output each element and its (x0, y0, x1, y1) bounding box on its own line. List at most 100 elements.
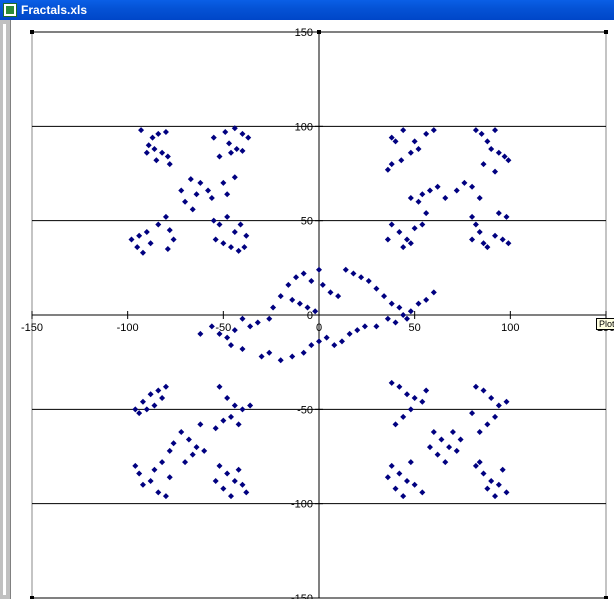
data-point (132, 406, 139, 413)
data-point (151, 145, 158, 152)
data-point (407, 149, 414, 156)
data-point (197, 179, 204, 186)
data-point (492, 493, 499, 500)
selection-handle (604, 596, 608, 599)
data-point (300, 349, 307, 356)
data-point (411, 395, 418, 402)
data-point (189, 206, 196, 213)
data-point (285, 281, 292, 288)
data-point (237, 221, 244, 228)
data-point (488, 395, 495, 402)
data-point (155, 489, 162, 496)
data-point (415, 198, 422, 205)
data-point (166, 161, 173, 168)
data-point (492, 413, 499, 420)
data-point (266, 349, 273, 356)
data-point (480, 161, 487, 168)
data-point (461, 179, 468, 186)
data-point (407, 195, 414, 202)
data-point (400, 244, 407, 251)
data-point (162, 383, 169, 390)
data-point (373, 323, 380, 330)
data-point (216, 221, 223, 228)
data-point (388, 134, 395, 141)
data-point (132, 462, 139, 469)
data-point (480, 387, 487, 394)
data-point (216, 383, 223, 390)
data-point (331, 342, 338, 349)
row-header-strip[interactable] (0, 20, 11, 599)
y-tick-label: 0 (307, 310, 313, 322)
data-point (503, 489, 510, 496)
data-point (224, 470, 231, 477)
data-point (312, 308, 319, 315)
data-point (476, 228, 483, 235)
data-point (492, 232, 499, 239)
data-point (411, 138, 418, 145)
data-point (442, 195, 449, 202)
data-point (224, 213, 231, 220)
data-point (396, 228, 403, 235)
selection-handle (317, 30, 321, 34)
data-point (308, 278, 315, 285)
data-point (407, 308, 414, 315)
data-point (243, 232, 250, 239)
data-point (419, 221, 426, 228)
data-point (226, 140, 233, 147)
data-point (159, 149, 166, 156)
window-title-bar[interactable]: Fractals.xls (0, 0, 614, 20)
selection-handle (604, 30, 608, 34)
data-point (197, 421, 204, 428)
data-point (396, 304, 403, 311)
data-point (346, 330, 353, 337)
data-point (488, 478, 495, 485)
data-point (212, 425, 219, 432)
data-point (476, 195, 483, 202)
data-point (166, 447, 173, 454)
data-point (327, 289, 334, 296)
data-point (446, 444, 453, 451)
data-point (277, 293, 284, 300)
data-point (484, 138, 491, 145)
excel-workbook-icon[interactable] (3, 3, 17, 17)
data-point (338, 338, 345, 345)
data-point (488, 145, 495, 152)
data-point (392, 319, 399, 326)
data-point (396, 383, 403, 390)
data-point (136, 232, 143, 239)
data-point (503, 213, 510, 220)
y-tick-label: 50 (301, 216, 313, 228)
x-tick-label: -100 (117, 322, 139, 334)
data-point (476, 428, 483, 435)
data-point (139, 398, 146, 405)
data-point (139, 481, 146, 488)
data-point (151, 466, 158, 473)
x-tick-label: 0 (316, 322, 322, 334)
data-point (484, 244, 491, 251)
data-point (484, 421, 491, 428)
data-point (178, 428, 185, 435)
data-point (392, 485, 399, 492)
data-point (411, 225, 418, 232)
data-point (384, 315, 391, 322)
data-point (492, 168, 499, 175)
data-point (501, 153, 508, 160)
data-point (434, 183, 441, 190)
data-point (438, 436, 445, 443)
data-point (304, 304, 311, 311)
data-point (407, 406, 414, 413)
data-point (247, 323, 254, 330)
data-point (484, 485, 491, 492)
data-point (499, 466, 506, 473)
data-point (208, 323, 215, 330)
y-tick-label: 150 (295, 27, 313, 39)
data-point (434, 451, 441, 458)
data-point (388, 221, 395, 228)
data-point (469, 183, 476, 190)
data-point (143, 406, 150, 413)
data-point (149, 134, 156, 141)
data-point (361, 323, 368, 330)
window-title: Fractals.xls (21, 3, 88, 17)
